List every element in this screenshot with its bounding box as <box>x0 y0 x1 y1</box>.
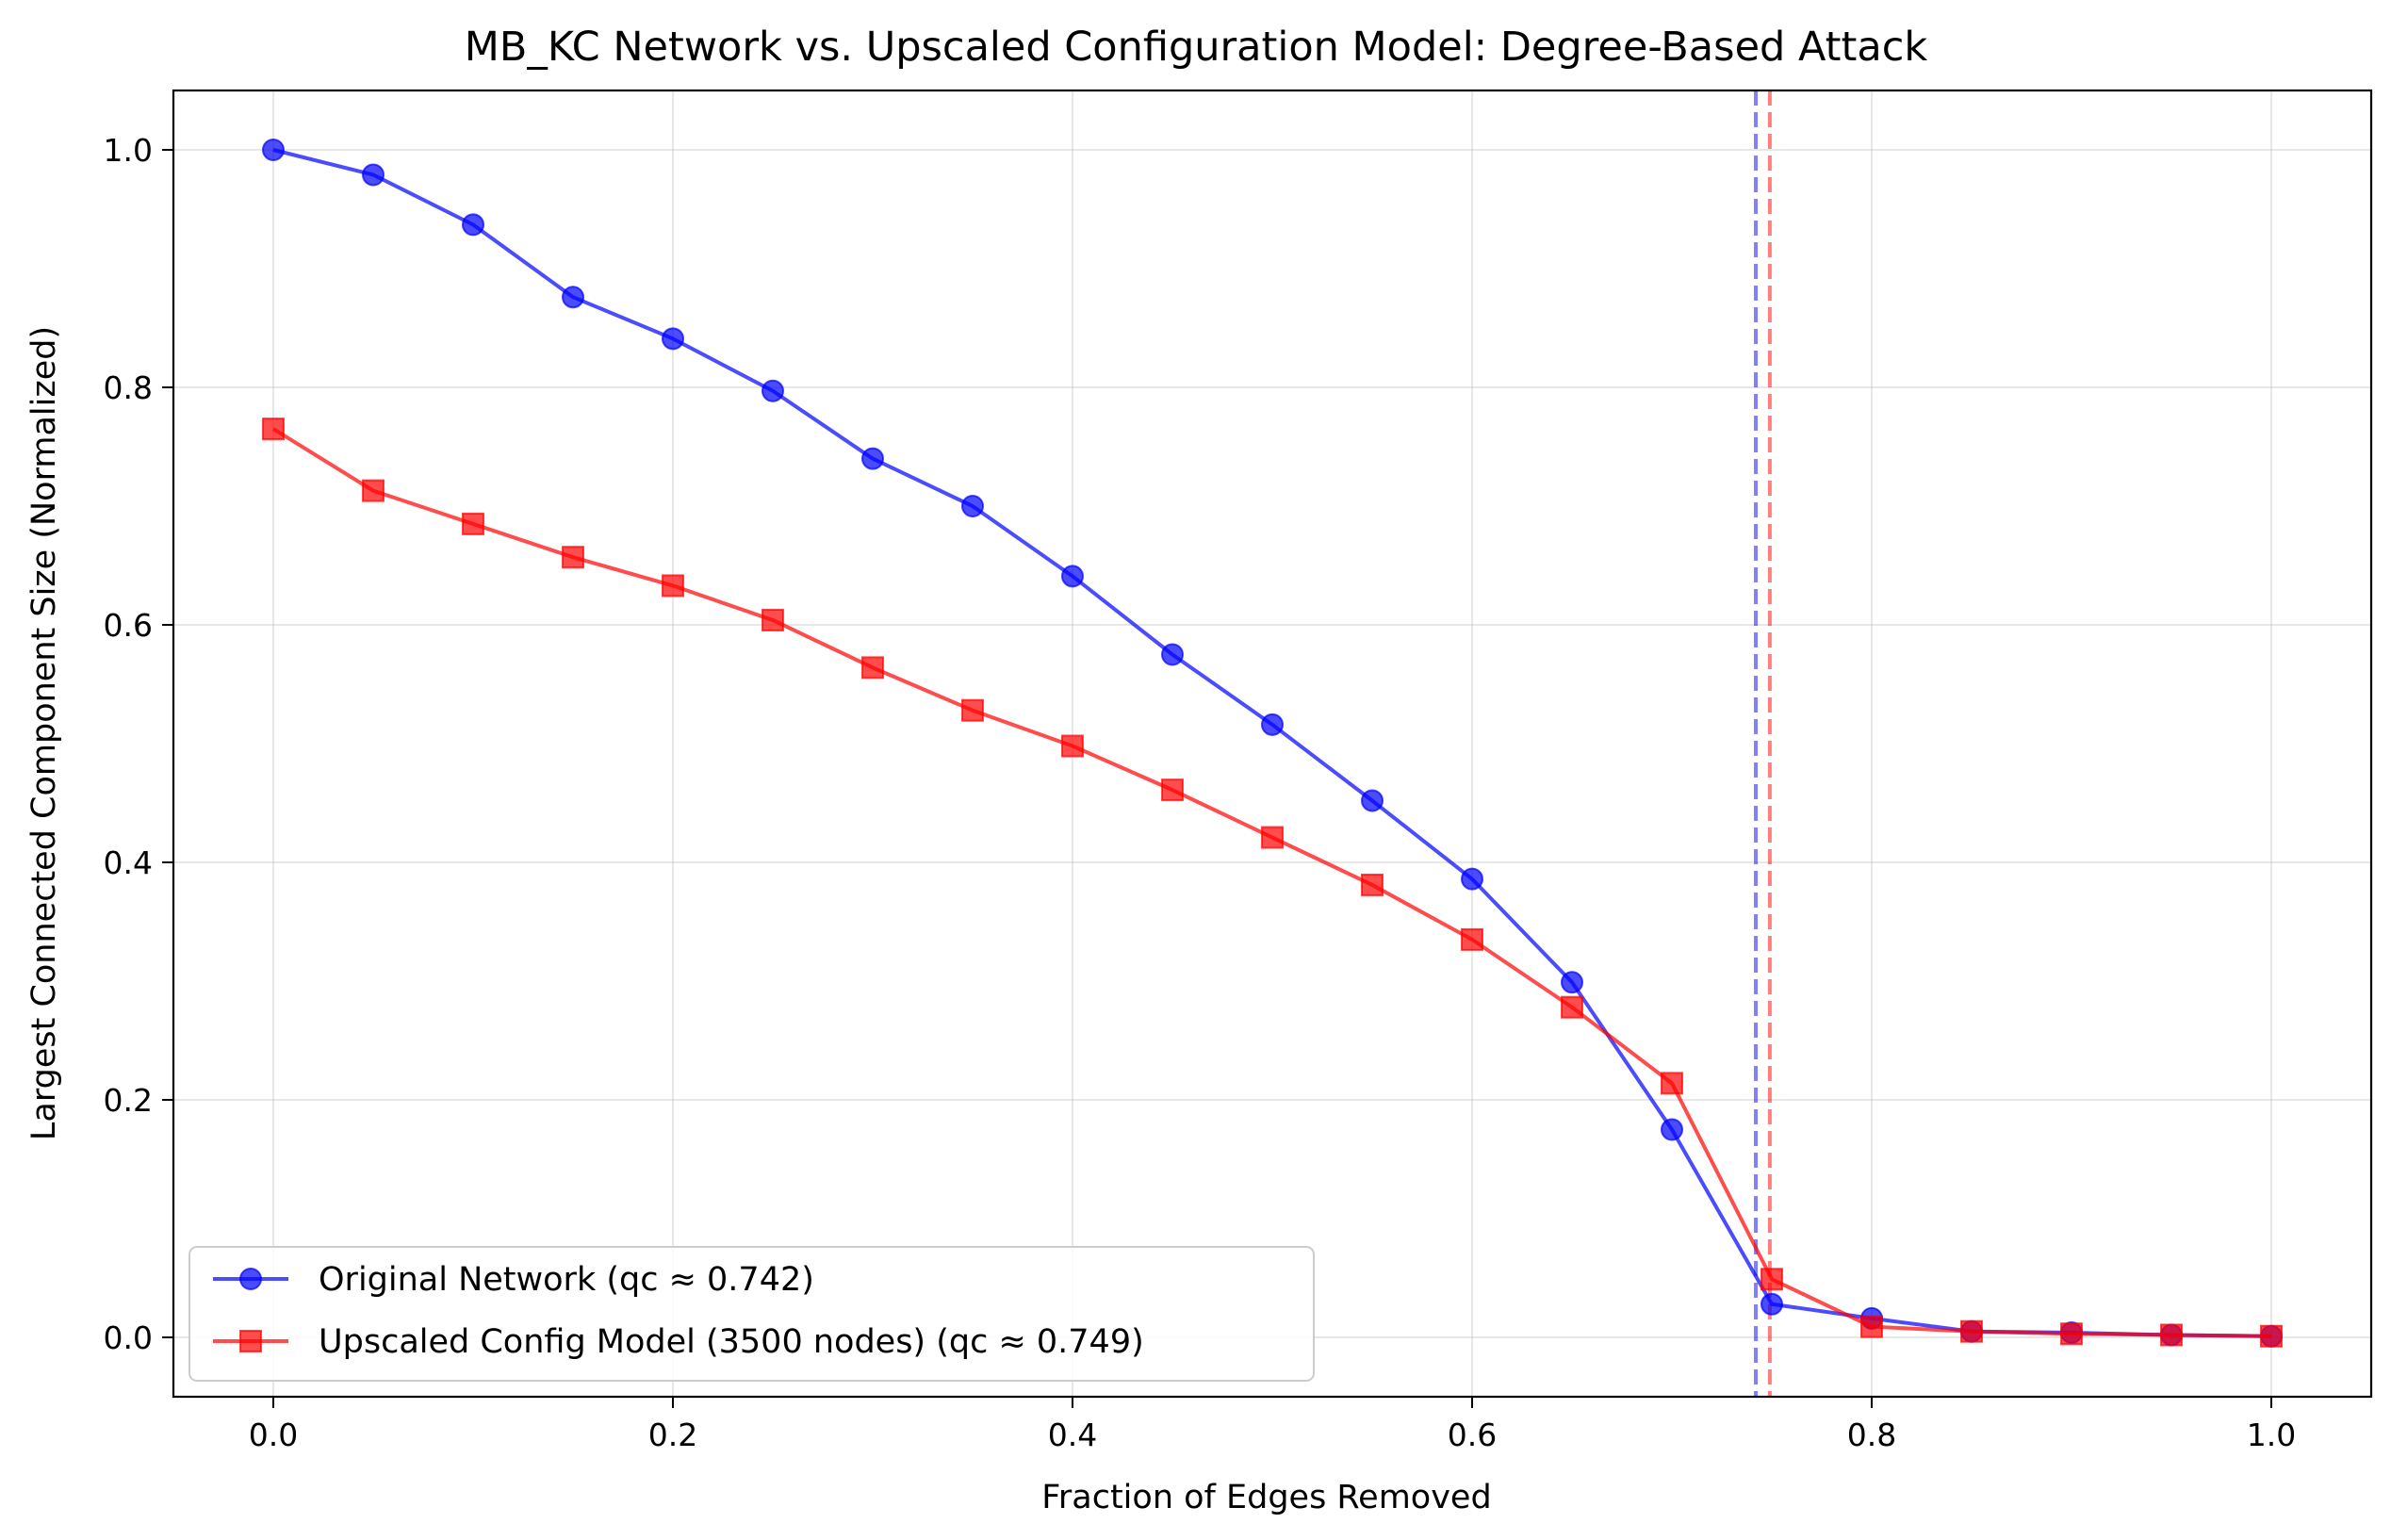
data-point <box>762 608 784 631</box>
x-tick-label: 0.2 <box>648 1417 697 1453</box>
y-axis-ticks: 0.0 0.2 0.4 0.6 0.8 1.0 <box>104 132 173 1356</box>
data-point <box>961 698 984 722</box>
data-point <box>1061 565 1084 588</box>
series-group <box>262 139 2283 1348</box>
plot-frame <box>172 89 2373 1399</box>
data-point <box>562 546 584 569</box>
y-tick-label: 0.8 <box>104 369 153 406</box>
data-point <box>662 574 684 598</box>
data-point <box>1561 995 1583 1019</box>
data-point <box>262 418 285 441</box>
x-tick-label: 0.4 <box>1048 1417 1097 1453</box>
data-point <box>1960 1319 1983 1343</box>
data-point <box>762 379 784 402</box>
data-point <box>1760 1268 1783 1291</box>
data-point <box>1361 789 1384 812</box>
y-tick-label: 0.0 <box>104 1319 153 1356</box>
data-point <box>2060 1322 2083 1346</box>
x-tick-label: 0.6 <box>1448 1417 1497 1453</box>
y-tick-label: 0.2 <box>104 1082 153 1119</box>
x-axis-label: Fraction of Edges Removed <box>1041 1479 1491 1516</box>
data-point <box>1061 734 1084 758</box>
threshold-lines <box>1754 90 1772 1397</box>
data-point <box>1161 643 1184 666</box>
data-point <box>1261 826 1284 849</box>
y-axis-label: Largest Connected Component Size (Normal… <box>25 326 63 1140</box>
data-point <box>961 495 984 517</box>
legend-label-upscaled: Upscaled Config Model (3500 nodes) (qc ≈… <box>319 1323 1144 1361</box>
y-tick-label: 0.6 <box>104 607 153 644</box>
x-tick-label: 1.0 <box>2247 1417 2296 1453</box>
data-point <box>861 656 884 680</box>
data-point <box>1561 971 1583 994</box>
data-point <box>362 479 385 502</box>
data-point <box>462 512 484 535</box>
legend-label-original: Original Network (qc ≈ 0.742) <box>319 1261 814 1299</box>
data-point <box>1461 867 1483 891</box>
x-axis-ticks: 0.0 0.2 0.4 0.6 0.8 1.0 <box>249 1397 2296 1453</box>
data-point <box>1661 1118 1683 1141</box>
data-point <box>662 327 684 351</box>
legend-marker-original <box>239 1268 262 1290</box>
data-point <box>1361 873 1384 896</box>
y-tick-label: 0.4 <box>104 844 153 881</box>
series-2 <box>262 418 2283 1348</box>
data-point <box>1661 1072 1683 1095</box>
data-point <box>462 213 484 237</box>
data-point <box>2160 1323 2183 1347</box>
x-tick-label: 0.0 <box>249 1417 298 1453</box>
data-point <box>1261 713 1284 736</box>
data-point <box>262 139 285 161</box>
data-point <box>2260 1324 2283 1348</box>
data-point <box>1860 1315 1883 1338</box>
data-point <box>1760 1292 1783 1316</box>
legend-marker-upscaled <box>239 1330 262 1352</box>
legend-box <box>188 1246 1315 1382</box>
chart-title: MB_KC Network vs. Upscaled Configuration… <box>465 24 1928 71</box>
y-tick-label: 1.0 <box>104 132 153 169</box>
x-tick-label: 0.8 <box>1847 1417 1896 1453</box>
data-point <box>562 286 584 309</box>
data-point <box>362 163 385 187</box>
data-point <box>1461 927 1483 951</box>
legend: Original Network (qc ≈ 0.742) Upscaled C… <box>188 1246 1315 1382</box>
data-point <box>1161 778 1184 802</box>
data-point <box>861 447 884 470</box>
